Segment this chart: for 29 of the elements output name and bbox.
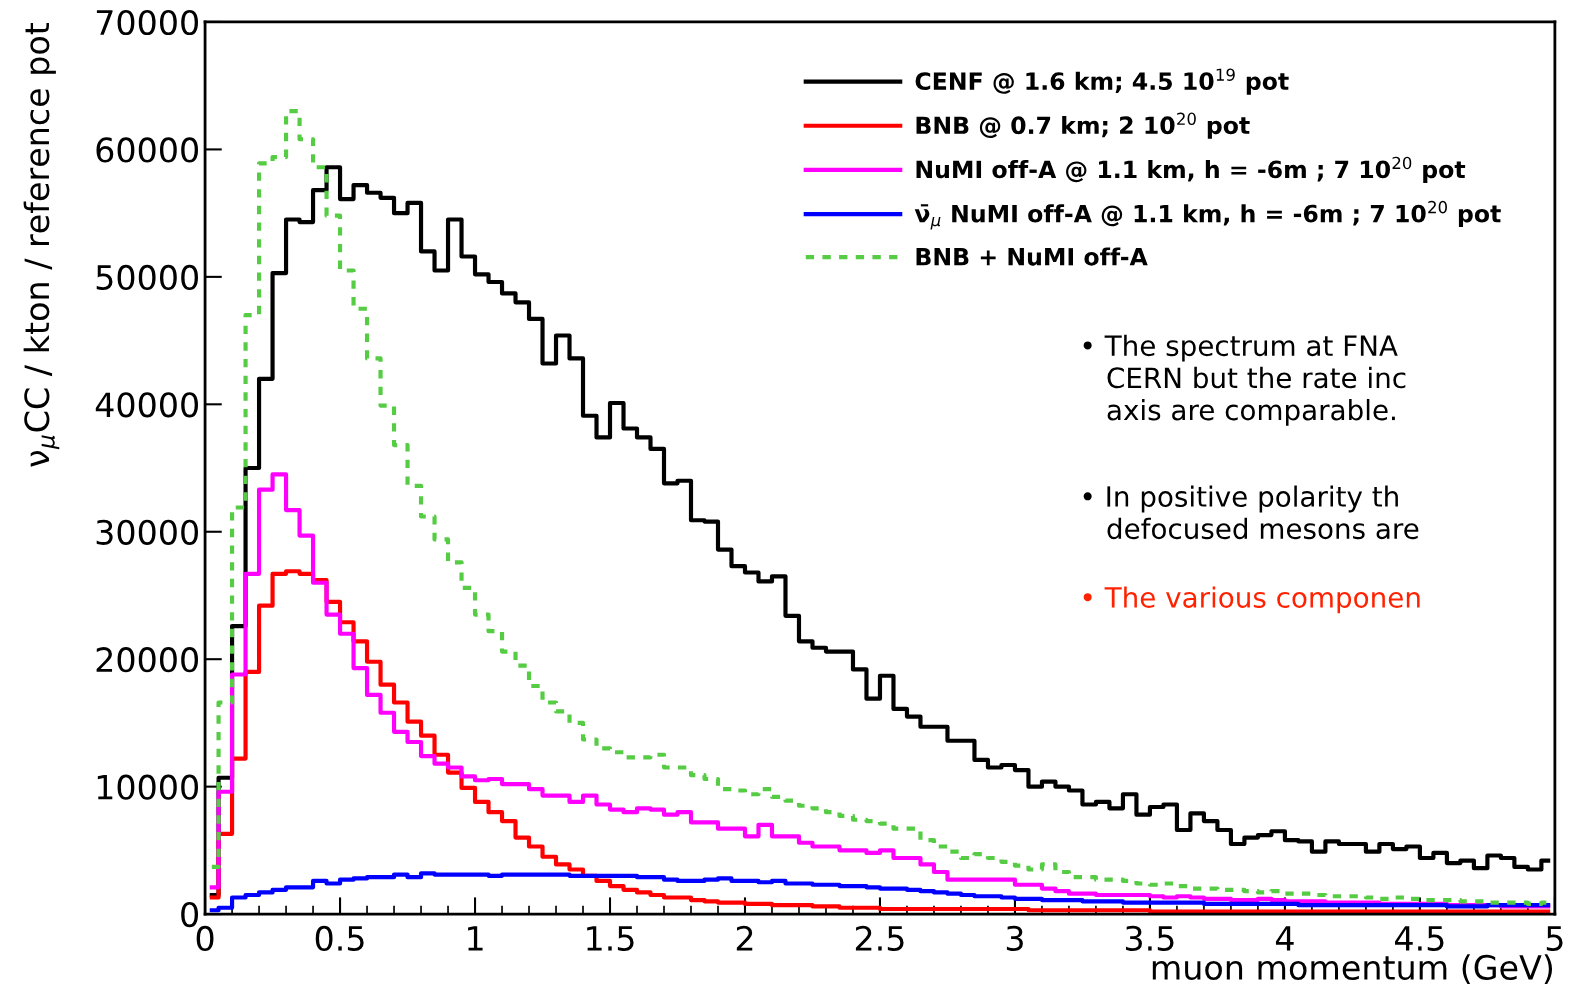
y-tick-label: 20000 xyxy=(96,647,198,673)
x-tick-label: 3 xyxy=(1006,925,1023,951)
y-tick-label: 40000 xyxy=(95,392,198,418)
annotation: • The various componen xyxy=(1083,586,1420,614)
x-tick-label: 5 xyxy=(1546,926,1563,951)
y-axis-title: ν$_{μ}$CC / kton / reference pot xyxy=(23,22,60,467)
x-tick-label: 1.5 xyxy=(587,926,634,951)
annotation: • In positive polarity th defocused mesons are xyxy=(1083,485,1419,540)
y-tick-label: 0 xyxy=(181,902,198,928)
legend-label: CENF @ 1.6 km; 4.5 10$^{19}$ pot xyxy=(915,68,1289,95)
x-tick-label: 4.5 xyxy=(1395,926,1444,951)
x-tick-label: 0 xyxy=(196,925,214,951)
y-tick-label: 30000 xyxy=(96,519,198,545)
x-tick-label: 3.5 xyxy=(1125,925,1174,951)
x-tick-label: 2.5 xyxy=(855,925,904,951)
x-tick-label: 0.5 xyxy=(315,925,364,951)
y-tick-label: 50000 xyxy=(96,264,198,290)
annotation: • The spectrum at FNA CERN but the rate inc axis are comparable. xyxy=(1083,334,1406,426)
legend-label: BNB @ 0.7 km; 2 10$^{20}$ pot xyxy=(916,112,1250,139)
legend-label: ν̄$_{μ}$ NuMI off-A @ 1.1 km, h = -6m ; 7 10$^{20}$ pot xyxy=(914,200,1501,230)
x-tick-label: 4 xyxy=(1275,926,1294,951)
x-axis-title: muon momentum (GeV) xyxy=(1152,954,1553,984)
x-tick-label: 2 xyxy=(736,925,753,951)
x-tick-label: 1 xyxy=(468,926,483,951)
y-tick-label: 10000 xyxy=(97,774,198,800)
y-tick-label: 60000 xyxy=(96,137,198,163)
legend-label: BNB + NuMI off-A xyxy=(916,247,1148,266)
y-tick-label: 70000 xyxy=(96,9,198,36)
legend-label: NuMI off-A @ 1.1 km, h = -6m ; 7 10$^{20}$ pot xyxy=(916,156,1466,183)
